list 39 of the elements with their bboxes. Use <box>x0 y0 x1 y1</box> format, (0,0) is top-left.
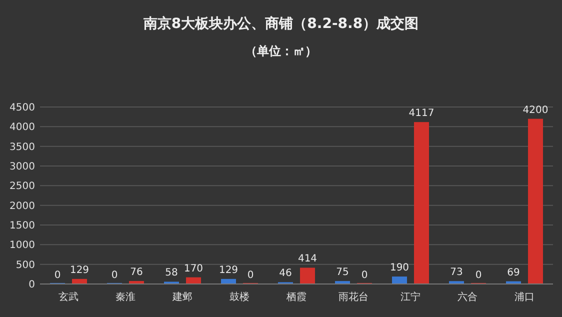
x-tick-label: 栖霞 <box>286 291 306 303</box>
data-label: 4200 <box>522 104 548 116</box>
data-label: 170 <box>184 263 204 274</box>
x-tick-label: 江宁 <box>400 291 420 303</box>
y-tick-label: 0 <box>28 280 35 290</box>
chart-subtitle: （单位：㎡） <box>245 44 317 58</box>
data-label: 0 <box>247 270 254 281</box>
x-tick-label: 玄武 <box>58 291 78 303</box>
x-tick-label: 秦淮 <box>116 291 136 303</box>
data-label: 0 <box>475 270 482 281</box>
y-tick-label: 3000 <box>10 162 35 172</box>
data-label: 129 <box>218 264 238 276</box>
y-tick-label: 1000 <box>10 240 35 252</box>
data-label: 75 <box>336 267 349 278</box>
y-tick-label: 2500 <box>10 181 35 192</box>
y-tick-label: 4500 <box>10 102 35 114</box>
data-label: 4117 <box>408 108 434 120</box>
data-label: 0 <box>111 270 118 281</box>
x-tick-label: 鼓楼 <box>230 291 250 303</box>
y-tick-label: 3500 <box>10 142 35 153</box>
data-label: 46 <box>279 268 292 280</box>
data-label: 0 <box>54 270 61 281</box>
x-tick-label: 浦口 <box>514 291 534 303</box>
data-label: 0 <box>361 270 368 281</box>
data-label: 129 <box>70 264 90 276</box>
data-label: 73 <box>450 267 463 278</box>
x-tick-label: 六合 <box>458 291 478 303</box>
x-tick-label: 雨花台 <box>338 291 368 303</box>
y-tick-label: 500 <box>16 260 35 271</box>
data-label: 414 <box>298 254 318 265</box>
y-tick-label: 1500 <box>10 220 35 232</box>
data-label: 76 <box>130 267 143 278</box>
data-label: 58 <box>165 268 178 279</box>
y-tick-label: 4000 <box>10 122 35 134</box>
data-label: 190 <box>390 262 410 274</box>
data-label: 69 <box>507 267 520 278</box>
chart-title: 南京8大板块办公、商铺（8.2-8.8）成交图 <box>142 15 419 32</box>
y-tick-label: 2000 <box>10 200 35 212</box>
x-tick-label: 建邺 <box>172 291 192 303</box>
